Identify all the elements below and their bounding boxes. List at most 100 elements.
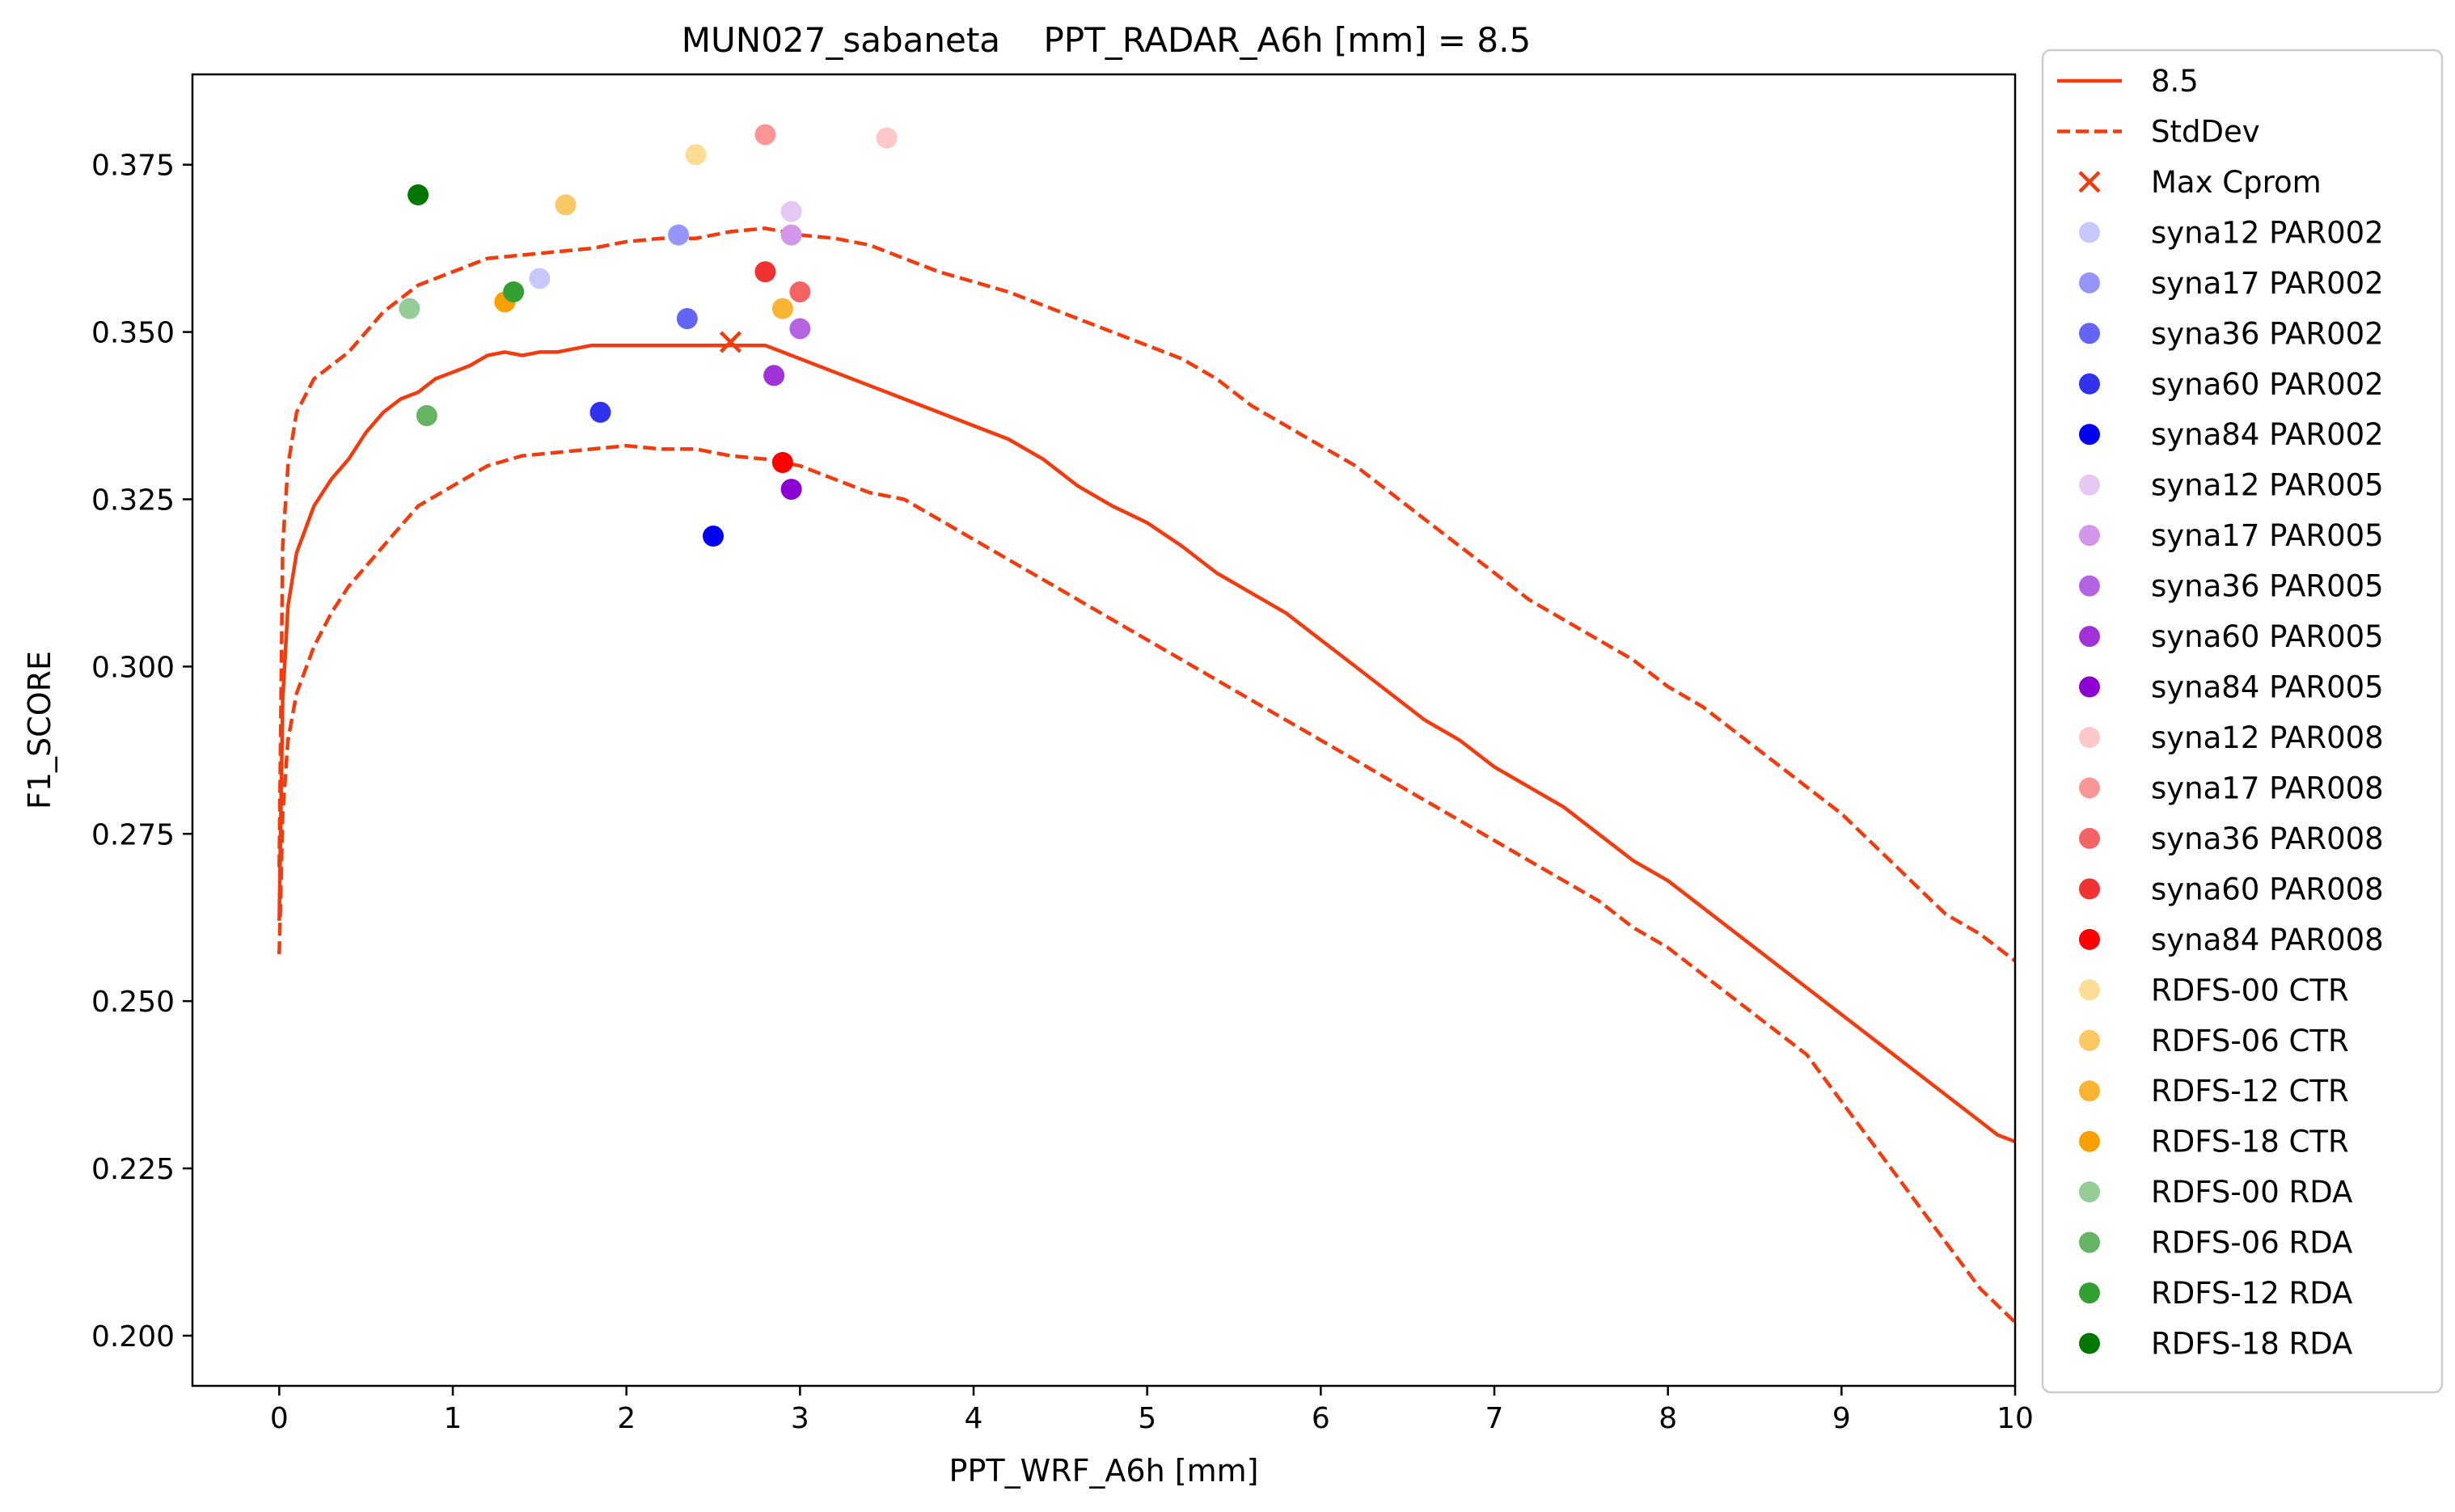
point-rdfs-18-rda	[408, 184, 429, 205]
x-tick-label: 0	[270, 1402, 289, 1435]
point-syna17-par005	[780, 224, 802, 246]
legend-box	[2041, 49, 2444, 1394]
legend-dot-swatch	[2079, 1181, 2100, 1203]
point-syna36-par008	[789, 281, 811, 302]
legend-label: syna84 PAR005	[2151, 670, 2384, 705]
legend-label: RDFS-00 RDA	[2151, 1175, 2352, 1210]
legend-dot-swatch	[2079, 525, 2100, 547]
legend-dot-swatch	[2079, 777, 2100, 799]
legend-entry: syna36 PAR002	[2079, 316, 2384, 351]
x-tick-label: 3	[791, 1402, 809, 1435]
y-tick-label: 0.225	[91, 1153, 175, 1186]
legend-entry: RDFS-18 RDA	[2079, 1327, 2352, 1362]
point-syna17-par008	[754, 124, 776, 146]
legend-dot-swatch	[2079, 979, 2100, 1001]
y-tick-label: 0.375	[91, 150, 175, 183]
legend-entry: StdDev	[2057, 114, 2260, 149]
legend-entry: RDFS-12 RDA	[2079, 1276, 2352, 1311]
x-tick-label: 4	[965, 1402, 983, 1435]
legend-entry: syna12 PAR005	[2079, 468, 2384, 503]
legend-label: RDFS-12 RDA	[2151, 1276, 2352, 1311]
stddev-line-1	[277, 226, 2017, 963]
x-tick-label: 7	[1485, 1402, 1504, 1435]
legend-entry: syna17 PAR005	[2079, 518, 2384, 553]
legend-label: syna84 PAR002	[2151, 417, 2384, 452]
stddev-line-2	[277, 444, 2017, 1324]
legend-entry: syna60 PAR002	[2079, 367, 2384, 402]
legend-entry: RDFS-00 CTR	[2079, 973, 2349, 1007]
legend-label: RDFS-12 CTR	[2151, 1074, 2349, 1109]
max-cprom-marker	[719, 331, 742, 353]
y-tick-label: 0.275	[91, 818, 175, 851]
point-syna12-par008	[876, 127, 898, 149]
point-syna60-par008	[754, 261, 776, 283]
legend-dot-swatch	[2079, 323, 2100, 344]
legend-label: RDFS-06 CTR	[2151, 1024, 2349, 1058]
legend-label: syna36 PAR002	[2151, 316, 2384, 351]
point-syna12-par005	[780, 201, 802, 222]
legend-entry: RDFS-12 CTR	[2079, 1074, 2349, 1109]
legend-label: syna12 PAR002	[2151, 215, 2384, 250]
legend-entry: RDFS-00 RDA	[2079, 1175, 2352, 1210]
legend-entry: syna17 PAR002	[2079, 266, 2384, 301]
legend-label: RDFS-00 CTR	[2151, 973, 2349, 1007]
legend-dot-swatch	[2079, 1130, 2100, 1152]
point-rdfs-12-rda	[503, 281, 525, 302]
x-tick-label: 5	[1138, 1402, 1156, 1435]
legend-entry: syna84 PAR008	[2079, 923, 2384, 957]
x-axis: 0 1 2 3 4 5 6 7 8 9 10	[270, 1386, 2034, 1435]
legend-label: syna17 PAR005	[2151, 518, 2384, 553]
legend-label: syna12 PAR008	[2151, 720, 2384, 755]
point-syna84-par008	[771, 451, 793, 473]
point-rdfs-12-ctr	[771, 298, 793, 319]
y-tick-label: 0.325	[91, 484, 175, 517]
legend-label: syna17 PAR002	[2151, 266, 2384, 301]
x-tick-label: 9	[1832, 1402, 1851, 1435]
y-tick-label: 0.200	[91, 1320, 175, 1354]
legend-dot-swatch	[2079, 222, 2100, 243]
legend-dot-swatch	[2079, 878, 2100, 900]
legend-dot-swatch	[2079, 1282, 2100, 1304]
legend: 8.5 StdDev Max Cprom syna12 PAR002 syna17 PA…	[2041, 49, 2444, 1394]
legend-dot-swatch	[2079, 272, 2100, 294]
legend-dot-swatch	[2079, 373, 2100, 395]
legend-entry: RDFS-06 RDA	[2079, 1226, 2352, 1261]
point-rdfs-06-ctr	[555, 194, 577, 216]
legend-dot-swatch	[2079, 474, 2100, 496]
legend-dot-swatch	[2079, 1080, 2100, 1102]
x-tick-label: 6	[1312, 1402, 1330, 1435]
mean-line	[277, 343, 2016, 1144]
legend-entry: syna60 PAR008	[2079, 872, 2384, 906]
legend-label: syna60 PAR002	[2151, 367, 2384, 402]
legend-label: Max Cprom	[2151, 165, 2322, 200]
point-syna36-par005	[789, 318, 811, 340]
point-syna60-par002	[589, 401, 611, 423]
y-tick-label: 0.350	[91, 317, 175, 350]
x-tick-label: 2	[617, 1402, 636, 1435]
point-syna84-par005	[780, 479, 802, 500]
legend-entry: syna60 PAR005	[2079, 619, 2384, 654]
legend-dot-swatch	[2079, 928, 2100, 950]
point-syna60-par005	[763, 365, 785, 386]
x-axis-label: PPT_WRF_A6h [mm]	[949, 1453, 1259, 1489]
legend-dot-swatch	[2079, 676, 2100, 698]
x-tick-label: 10	[1997, 1402, 2034, 1435]
legend-entry: syna36 PAR008	[2079, 821, 2384, 856]
x-tick-label: 1	[444, 1402, 463, 1435]
legend-entry: RDFS-06 CTR	[2079, 1024, 2349, 1058]
legend-entry: syna12 PAR008	[2079, 720, 2384, 755]
plot-frame	[191, 73, 2017, 1387]
legend-dot-swatch	[2079, 727, 2100, 748]
legend-dot-swatch	[2079, 575, 2100, 597]
legend-label: syna36 PAR008	[2151, 821, 2384, 856]
legend-entry: 8.5	[2057, 64, 2199, 99]
point-syna84-par002	[703, 526, 724, 547]
legend-dot-swatch	[2079, 1231, 2100, 1253]
legend-label: RDFS-18 RDA	[2151, 1327, 2352, 1362]
y-axis: 0.200 0.225 0.250 0.275 0.300 0.325 0.350 0.375	[91, 150, 192, 1354]
legend-entry: syna17 PAR008	[2079, 771, 2384, 805]
legend-label: RDFS-06 RDA	[2151, 1226, 2352, 1261]
legend-dot-swatch	[2079, 827, 2100, 849]
y-tick-label: 0.250	[91, 986, 175, 1019]
